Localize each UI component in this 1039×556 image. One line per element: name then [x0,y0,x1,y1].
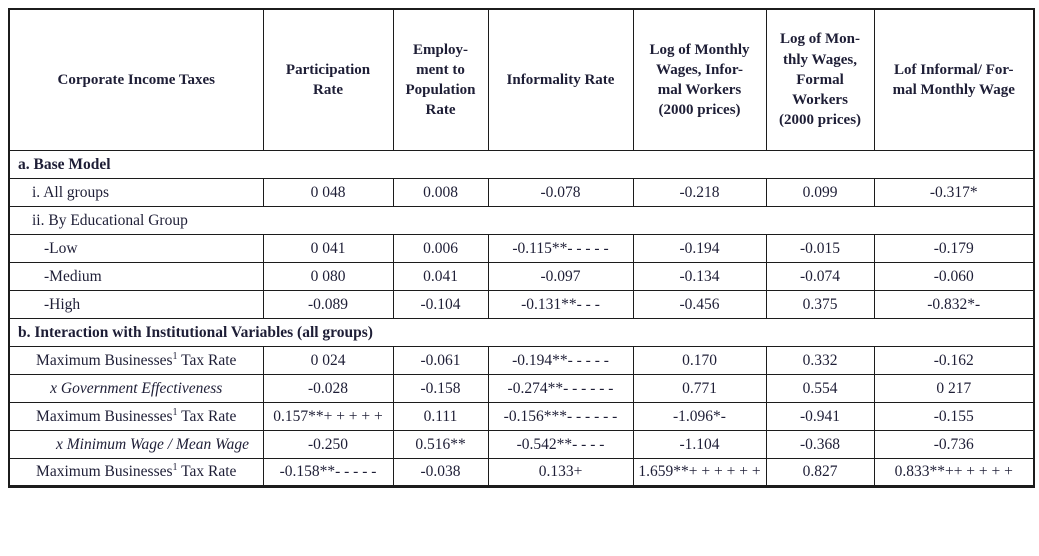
row-label: -Low [8,234,264,263]
value-cell: 0 041 [262,234,394,263]
value-cell: -1.096*- [632,402,767,431]
row-label: Maximum Businesses1 Tax Rate [8,458,264,487]
footnote-marker: 1 [172,461,178,473]
value-cell: 0 048 [262,178,394,207]
header-cell-employment_to_population_rate: Employ- ment to Population Rate [392,8,489,151]
value-cell: 0.827 [765,458,875,487]
value-cell: -0.941 [765,402,875,431]
value-cell: 0.833**++ + + + + [873,458,1035,487]
value-cell: 0.041 [392,262,489,291]
value-cell: -0.015 [765,234,875,263]
value-cell: -0.155 [873,402,1035,431]
header-cell-log_informal_formal_wage: Lof Informal/ For- mal Monthly Wage [873,8,1035,151]
value-cell: -0.158 [392,374,489,403]
value-cell: 0.099 [765,178,875,207]
value-cell: 0.170 [632,346,767,375]
row-label: Maximum Businesses1 Tax Rate [8,346,264,375]
value-cell: 0.554 [765,374,875,403]
row-label: x Government Effectiveness [8,374,264,403]
value-cell: 0.771 [632,374,767,403]
value-cell: -0.542**- - - - [487,430,634,459]
value-cell: -0.162 [873,346,1035,375]
row-label: -Medium [8,262,264,291]
value-cell: -0.250 [262,430,394,459]
section-label: ii. By Educational Group [8,206,1035,235]
table-row: -High -0.089 -0.104 -0.131**- - - -0.456 0.37… [8,290,1035,319]
value-cell: 1.659**+ + + + + + [632,458,767,487]
row-label: x Minimum Wage / Mean Wage [8,430,264,459]
value-cell: 0.332 [765,346,875,375]
value-cell: -0.456 [632,290,767,319]
table-row: -Medium 0 080 0.041 -0.097 -0.134 -0.074 -0.06… [8,262,1035,291]
table-body: a. Base Model i. All groups 0 048 0.008 -0.0… [8,150,1035,487]
value-cell: 0.133+ [487,458,634,487]
value-cell: -0.317* [873,178,1035,207]
value-cell: -0.156***- - - - - - [487,402,634,431]
regression-results-table: Corporate Income Taxes Participation Rate… [8,8,1035,488]
value-cell: -0.368 [765,430,875,459]
value-cell: 0.157**+ + + + + [262,402,394,431]
section-row: a. Base Model [8,150,1035,179]
section-row: b. Interaction with Institutional Variab… [8,318,1035,347]
value-cell: 0 080 [262,262,394,291]
header-cell-log_monthly_wages_informal: Log of Monthly Wages, Infor- mal Workers… [632,8,767,151]
value-cell: -0.078 [487,178,634,207]
table-row: i. All groups 0 048 0.008 -0.078 -0.218 0.099… [8,178,1035,207]
header-cell-informality_rate: Informality Rate [487,8,634,151]
header-cell-participation_rate: Participation Rate [262,8,394,151]
value-cell: -0.038 [392,458,489,487]
value-cell: 0.006 [392,234,489,263]
value-cell: -0.194 [632,234,767,263]
table-row: Maximum Businesses1 Tax Rate 0 024 -0.061-… [8,346,1035,375]
table-row: Maximum Businesses1 Tax Rate 0.157**+ + +… [8,402,1035,431]
value-cell: 0 217 [873,374,1035,403]
header-cell-label: Corporate Income Taxes [8,8,264,151]
value-cell: -0.061 [392,346,489,375]
value-cell: -0.274**- - - - - - [487,374,634,403]
value-cell: -0.089 [262,290,394,319]
value-cell: -0.115**- - - - - [487,234,634,263]
table-row: -Low 0 041 0.006 -0.115**- - - - - -0.194 -0.… [8,234,1035,263]
value-cell: -0.104 [392,290,489,319]
value-cell: -0.134 [632,262,767,291]
value-cell: 0.111 [392,402,489,431]
value-cell: -0.736 [873,430,1035,459]
value-cell: 0.516** [392,430,489,459]
section-label: a. Base Model [8,150,1035,179]
value-cell: -0.028 [262,374,394,403]
row-label: Maximum Businesses1 Tax Rate [8,402,264,431]
value-cell: -0.158**- - - - - [262,458,394,487]
row-label: -High [8,290,264,319]
table-row: x Government Effectiveness -0.028 -0.158 -0… [8,374,1035,403]
section-row: ii. By Educational Group [8,206,1035,235]
value-cell: -0.179 [873,234,1035,263]
value-cell: -0.218 [632,178,767,207]
header-row: Corporate Income Taxes Participation Rate… [8,8,1035,151]
table-row: Maximum Businesses1 Tax Rate -0.158**- - … [8,458,1035,487]
section-label: b. Interaction with Institutional Variab… [8,318,1035,347]
value-cell: -0.060 [873,262,1035,291]
value-cell: 0.008 [392,178,489,207]
value-cell: -0.131**- - - [487,290,634,319]
footnote-marker: 1 [172,350,178,362]
value-cell: -0.097 [487,262,634,291]
value-cell: 0 024 [262,346,394,375]
footnote-marker: 1 [172,406,178,418]
value-cell: -0.194**- - - - - [487,346,634,375]
table-row: x Minimum Wage / Mean Wage -0.250 0.516** -… [8,430,1035,459]
value-cell: -0.832*- [873,290,1035,319]
row-label: i. All groups [8,178,264,207]
value-cell: -0.074 [765,262,875,291]
header-cell-log_monthly_wages_formal: Log of Mon- thly Wages, Formal Workers (… [765,8,875,151]
value-cell: -1.104 [632,430,767,459]
value-cell: 0.375 [765,290,875,319]
